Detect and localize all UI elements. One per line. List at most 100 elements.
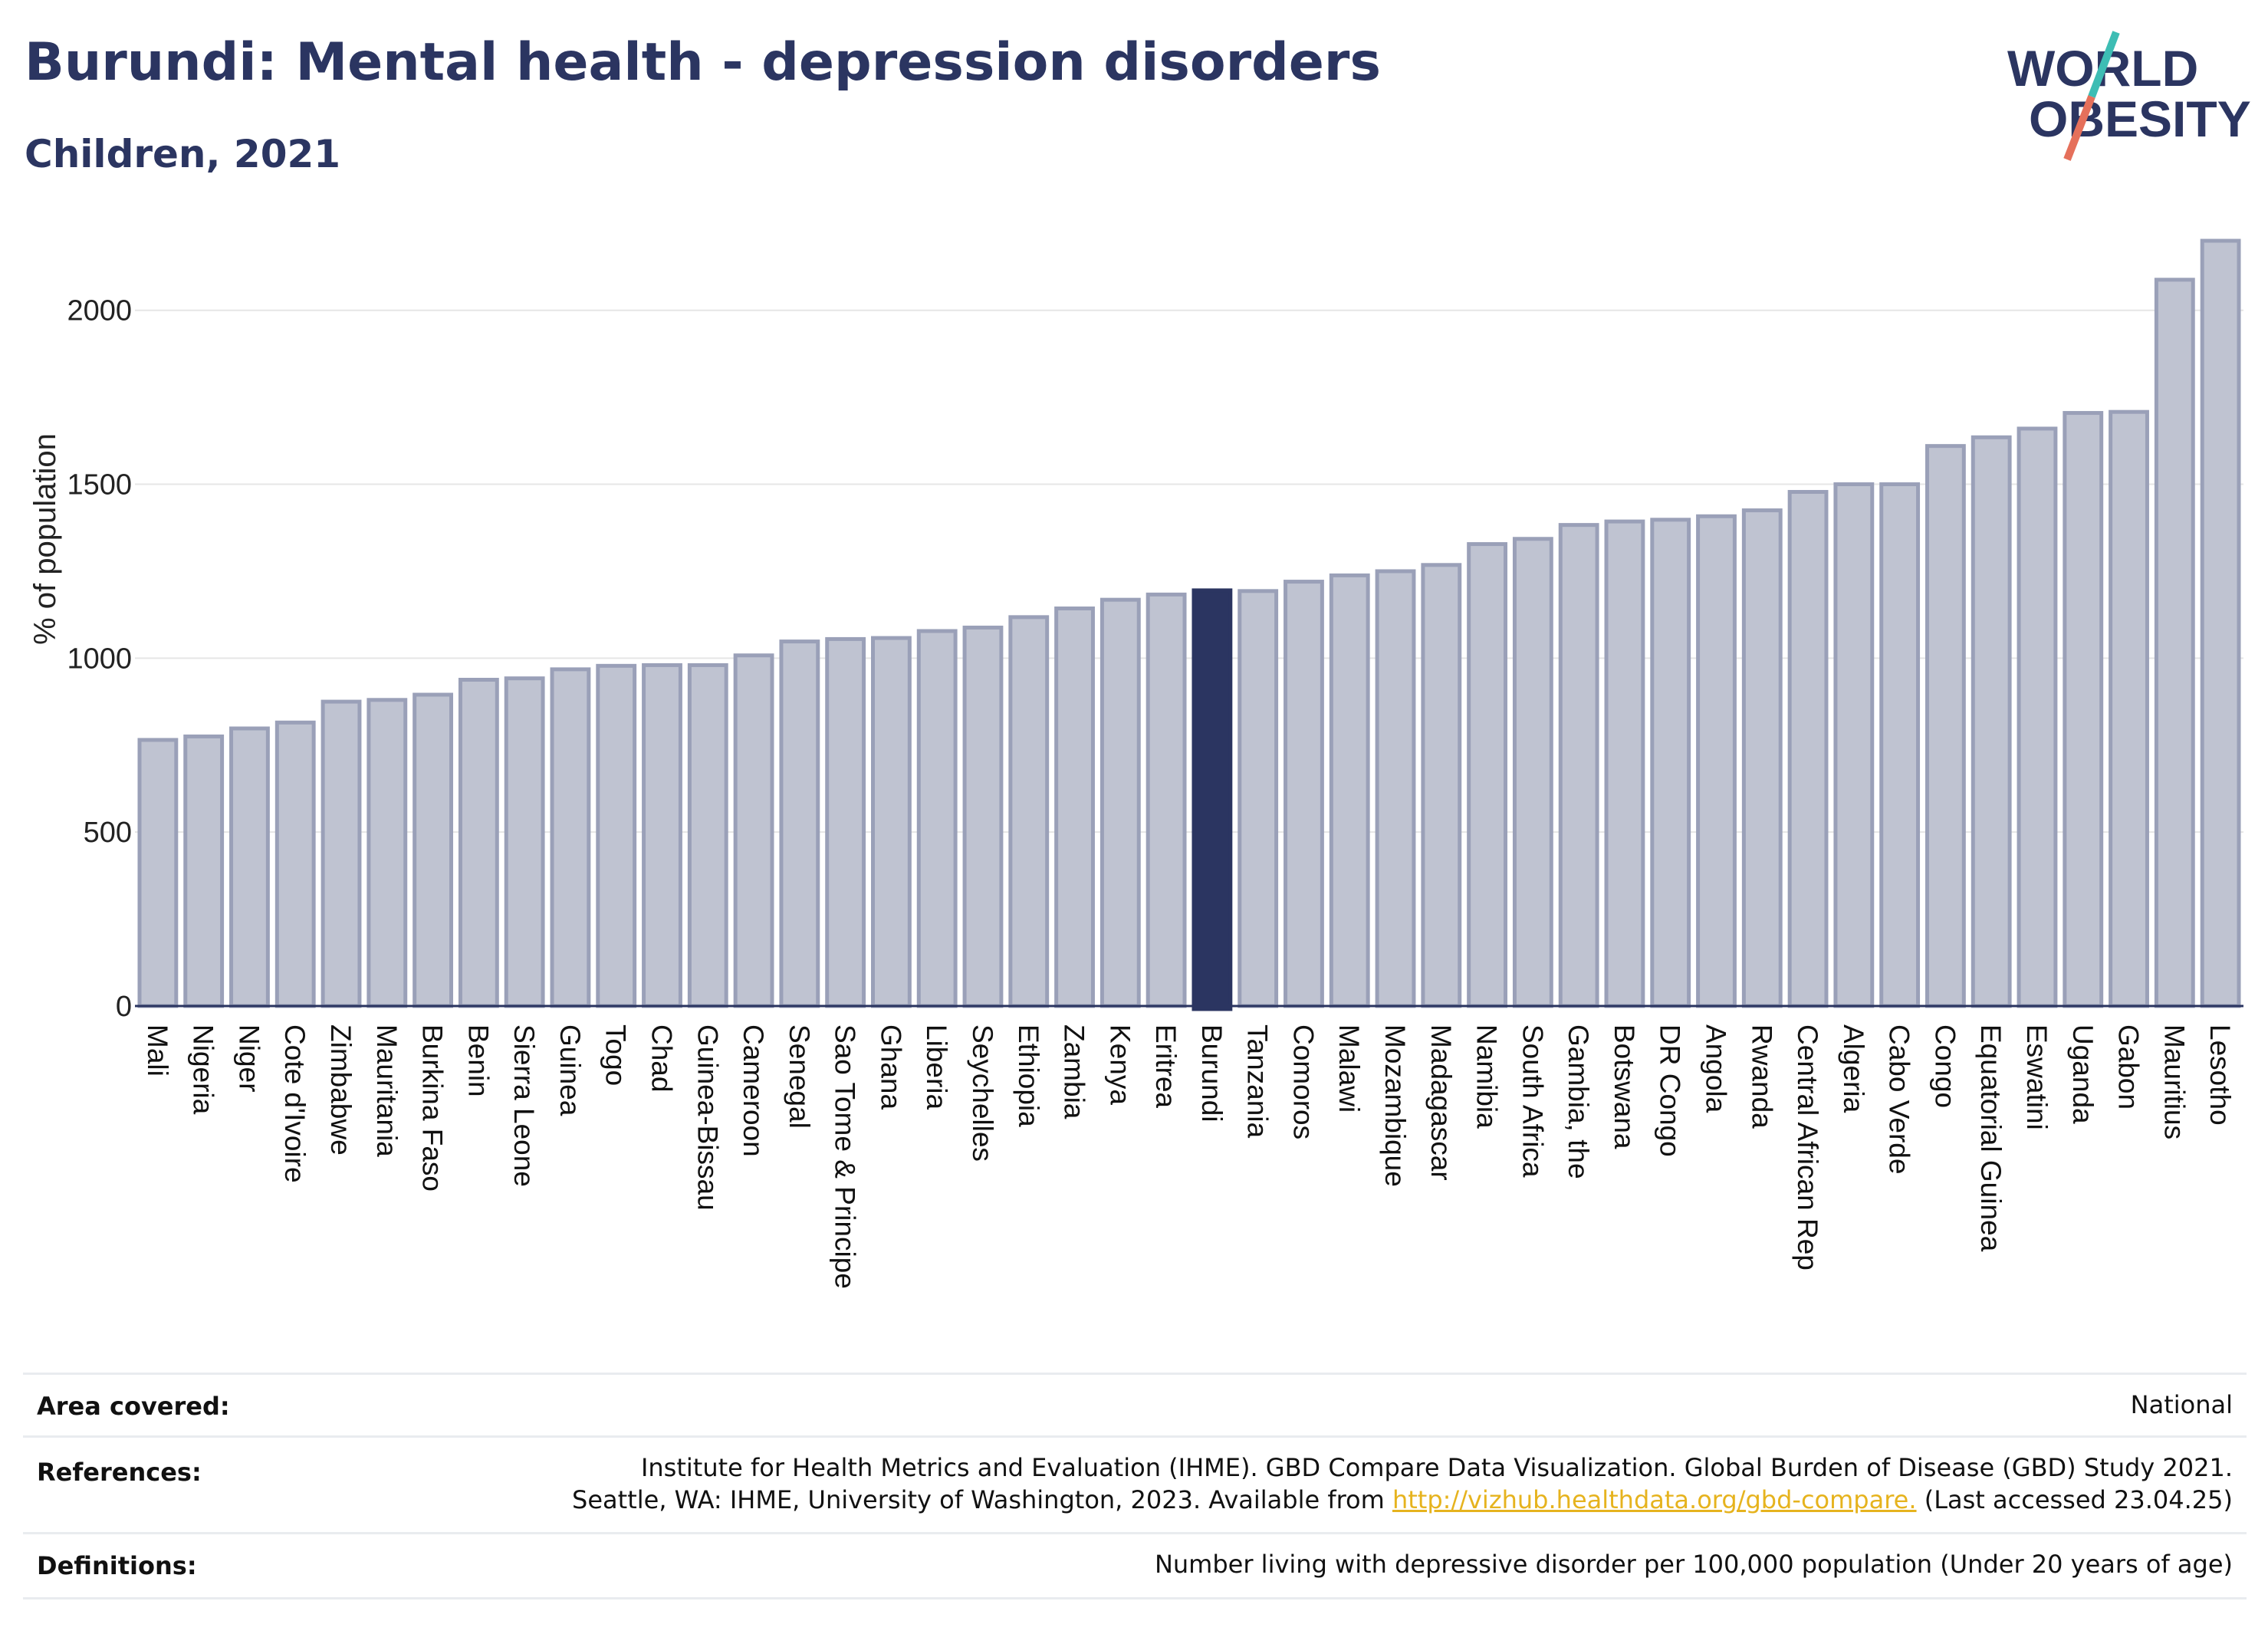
- x-tick-label: Eritrea: [1150, 1024, 1182, 1108]
- bar-sierra-leone: [504, 676, 545, 1008]
- y-axis-label: % of population: [28, 433, 62, 645]
- bar-cote-d-ivoire: [274, 720, 316, 1008]
- x-tick-label: Sierra Leone: [508, 1024, 540, 1187]
- y-tick-label: 2000: [67, 295, 132, 327]
- bar-botswana: [1604, 519, 1645, 1008]
- bar-namibia: [1467, 542, 1508, 1008]
- x-tick-label: Rwanda: [1746, 1024, 1777, 1129]
- page-title: Burundi: Mental health - depression diso…: [25, 32, 1381, 93]
- x-tick-label: Malawi: [1333, 1024, 1365, 1113]
- bar-liberia: [916, 629, 958, 1008]
- x-tick-label: Eswatini: [2021, 1024, 2053, 1130]
- bar-mali: [137, 738, 179, 1008]
- x-tick-label: Zambia: [1059, 1024, 1090, 1119]
- bar-equatorial-guinea: [1971, 435, 2012, 1008]
- area-value: National: [2130, 1390, 2233, 1419]
- page-subtitle: Children, 2021: [25, 132, 341, 176]
- info-row-area: Area covered: National: [23, 1373, 2247, 1436]
- bar-malawi: [1329, 573, 1370, 1008]
- bar-uganda: [2063, 411, 2104, 1008]
- x-tick-label: Nigeria: [188, 1024, 219, 1115]
- y-tick-label: 500: [84, 817, 132, 849]
- bar-tanzania: [1238, 589, 1279, 1008]
- x-tick-label: Cote d'Ivoire: [279, 1024, 311, 1183]
- x-tick-label: Gabon: [2113, 1024, 2145, 1110]
- x-tick-label: Algeria: [1838, 1024, 1869, 1113]
- y-tick-label: 1000: [67, 643, 132, 675]
- bar-congo: [1925, 444, 1966, 1008]
- x-tick-label: Uganda: [2067, 1024, 2099, 1124]
- bar-seychelles: [962, 625, 1004, 1008]
- bar-eswatini: [2017, 426, 2058, 1008]
- bar-mauritius: [2154, 278, 2195, 1008]
- x-tick-label: Chad: [646, 1024, 678, 1092]
- x-tick-label: Guinea-Bissau: [692, 1024, 723, 1211]
- x-tick-label: Mauritania: [371, 1024, 403, 1157]
- references-link[interactable]: http://vizhub.healthdata.org/gbd-compare…: [1392, 1485, 1917, 1514]
- chart-bars: [137, 238, 2241, 1011]
- y-axis-ticks: 0 500 1000 1500 2000: [67, 295, 132, 1023]
- bar-cabo-verde: [1879, 482, 1921, 1008]
- bar-south-africa: [1512, 537, 1553, 1008]
- world-obesity-logo: WORLD OBESITY: [2007, 31, 2251, 161]
- bar-guinea-bissau: [687, 662, 728, 1008]
- references-label: References:: [37, 1458, 202, 1487]
- x-tick-label: Congo: [1929, 1024, 1961, 1108]
- x-tick-label: Equatorial Guinea: [1975, 1024, 2007, 1252]
- x-tick-label: Madagascar: [1425, 1024, 1457, 1181]
- bar-algeria: [1833, 482, 1875, 1008]
- x-tick-label: Ethiopia: [1013, 1024, 1044, 1127]
- x-tick-label: Central African Rep: [1792, 1024, 1823, 1271]
- references-pre: Seattle, WA: IHME, University of Washing…: [572, 1485, 1392, 1514]
- bar-sao-tome-principe: [825, 636, 866, 1008]
- y-tick-label: 1500: [67, 469, 132, 501]
- x-tick-label: Botswana: [1609, 1024, 1640, 1149]
- references-post: (Last accessed 23.04.25): [1916, 1485, 2233, 1514]
- info-row-references: References: Institute for Health Metrics…: [23, 1435, 2247, 1533]
- x-tick-label: Zimbabwe: [325, 1024, 357, 1156]
- bar-mauritania: [366, 698, 408, 1008]
- bar-nigeria: [183, 734, 225, 1008]
- references-line-2: Seattle, WA: IHME, University of Washing…: [572, 1484, 2233, 1516]
- x-tick-label: Mali: [142, 1024, 173, 1077]
- bar-cameroon: [733, 653, 774, 1008]
- x-tick-label: Cabo Verde: [1884, 1024, 1915, 1174]
- x-tick-label: Tanzania: [1242, 1024, 1274, 1139]
- logo-slash-coral: [2063, 95, 2095, 161]
- bar-burkina-faso: [413, 692, 453, 1008]
- bar-madagascar: [1421, 563, 1462, 1008]
- references-line-1: Institute for Health Metrics and Evaluat…: [640, 1453, 2233, 1482]
- x-tick-label: Niger: [233, 1024, 265, 1092]
- x-tick-label: Seychelles: [967, 1024, 998, 1162]
- x-tick-label: Guinea: [554, 1024, 586, 1116]
- definitions-value: Number living with depressive disorder p…: [1154, 1550, 2233, 1579]
- bar-burundi: [1192, 588, 1233, 1011]
- bar-gabon: [2109, 409, 2149, 1008]
- x-tick-label: Sao Tome & Principe: [830, 1024, 861, 1289]
- references-value: Institute for Health Metrics and Evaluat…: [572, 1452, 2233, 1516]
- x-tick-label: Gambia, the: [1563, 1024, 1594, 1179]
- bar-angola: [1696, 514, 1737, 1008]
- bar-togo: [596, 663, 637, 1008]
- bar-ghana: [871, 636, 912, 1008]
- bar-senegal: [779, 639, 820, 1008]
- x-tick-label: Kenya: [1104, 1024, 1136, 1105]
- bar-guinea: [550, 667, 591, 1008]
- x-tick-label: Angola: [1701, 1024, 1732, 1113]
- x-tick-label: Burkina Faso: [417, 1024, 449, 1192]
- bar-ethiopia: [1008, 615, 1050, 1008]
- y-tick-label: 0: [116, 991, 132, 1023]
- bar-lesotho: [2200, 238, 2241, 1008]
- x-tick-label: Ghana: [875, 1024, 906, 1110]
- bar-chart: 0 500 1000 1500 2000 Mali Nigeria Niger Cote d'…: [28, 238, 2243, 1289]
- x-tick-label: Lesotho: [2204, 1024, 2236, 1126]
- bar-zambia: [1054, 606, 1095, 1008]
- x-tick-label: Togo: [600, 1024, 632, 1086]
- bar-niger: [229, 726, 270, 1008]
- bar-rwanda: [1741, 508, 1783, 1008]
- area-label: Area covered:: [37, 1392, 230, 1421]
- bar-chad: [642, 662, 682, 1008]
- bar-gambia-the: [1558, 523, 1599, 1008]
- x-tick-label: South Africa: [1517, 1024, 1548, 1178]
- bar-eritrea: [1146, 592, 1187, 1008]
